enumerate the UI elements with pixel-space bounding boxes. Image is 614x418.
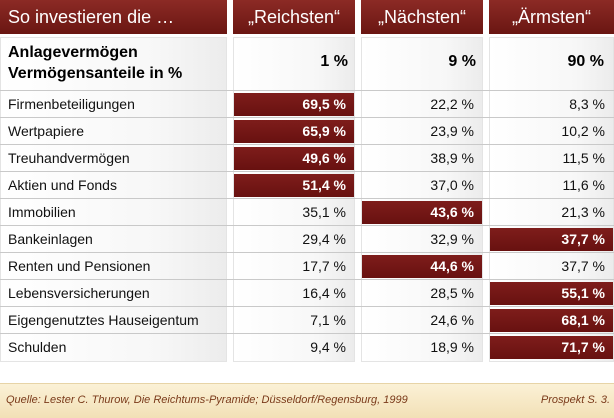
cell-reichsten: 16,4 % bbox=[302, 285, 346, 301]
row-label: Firmenbeteiligungen bbox=[8, 96, 135, 112]
row-label: Lebensversicherungen bbox=[8, 285, 150, 301]
cell-aermsten: 11,5 % bbox=[562, 150, 605, 166]
cell-naechsten: 24,6 % bbox=[430, 312, 474, 328]
row-divider bbox=[0, 171, 614, 172]
cell-naechsten: 44,6 % bbox=[362, 255, 482, 278]
subheader-line2: Vermögensanteile in % bbox=[8, 65, 183, 82]
cell-reichsten: 69,5 % bbox=[234, 93, 354, 116]
cell-naechsten: 28,5 % bbox=[430, 285, 474, 301]
cell-reichsten: 29,4 % bbox=[302, 231, 346, 247]
cell-aermsten: 68,1 % bbox=[490, 309, 613, 332]
footer: Quelle: Lester C. Thurow, Die Reichtums-… bbox=[0, 383, 614, 418]
row-label: Bankeinlagen bbox=[8, 231, 93, 247]
cell-naechsten: 32,9 % bbox=[430, 231, 474, 247]
row-divider bbox=[0, 144, 614, 145]
cell-naechsten: 22,2 % bbox=[430, 96, 474, 112]
cell-reichsten: 9,4 % bbox=[310, 339, 346, 355]
cell-aermsten: 37,7 % bbox=[561, 258, 605, 274]
header-aermsten: „Ärmsten“ bbox=[489, 0, 614, 34]
row-label: Immobilien bbox=[8, 204, 76, 220]
cell-aermsten: 55,1 % bbox=[490, 282, 613, 305]
table-row: Aktien und Fonds 51,4 % 37,0 % 11,6 % bbox=[0, 172, 614, 199]
cell-naechsten: 23,9 % bbox=[430, 123, 474, 139]
row-divider bbox=[0, 117, 614, 118]
footer-reference: Prospekt S. 3. bbox=[540, 394, 610, 406]
cell-aermsten: 71,7 % bbox=[490, 336, 613, 359]
row-label: Eigengenutztes Hauseigentum bbox=[8, 312, 199, 328]
footer-source: Quelle: Lester C. Thurow, Die Reichtums-… bbox=[6, 394, 408, 406]
cell-reichsten: 17,7 % bbox=[302, 258, 346, 274]
table-row: Renten und Pensionen 17,7 % 44,6 % 37,7 % bbox=[0, 253, 614, 280]
header-naechsten: „Nächsten“ bbox=[361, 0, 483, 34]
subheader-line1: Anlagevermögen bbox=[8, 44, 138, 61]
subheader-share-aermsten: 90 % bbox=[567, 53, 604, 70]
cell-reichsten: 51,4 % bbox=[234, 174, 354, 197]
row-label: Aktien und Fonds bbox=[8, 177, 117, 193]
row-label: Renten und Pensionen bbox=[8, 258, 151, 274]
subheader-share-naechsten: 9 % bbox=[448, 53, 476, 70]
row-divider bbox=[0, 333, 614, 334]
table-row: Wertpapiere 65,9 % 23,9 % 10,2 % bbox=[0, 118, 614, 145]
row-label: Treuhandvermögen bbox=[8, 150, 130, 166]
table-row: Immobilien 35,1 % 43,6 % 21,3 % bbox=[0, 199, 614, 226]
cell-aermsten: 21,3 % bbox=[561, 204, 605, 220]
cell-naechsten: 43,6 % bbox=[362, 201, 482, 224]
cell-reichsten: 49,6 % bbox=[234, 147, 354, 170]
cell-aermsten: 8,3 % bbox=[569, 96, 605, 112]
header-category: So investieren die … bbox=[0, 0, 227, 34]
subheader-label: Anlagevermögen Vermögensanteile in % bbox=[8, 42, 228, 84]
cell-naechsten: 38,9 % bbox=[430, 150, 474, 166]
cell-aermsten: 37,7 % bbox=[490, 228, 613, 251]
header-reichsten: „Reichsten“ bbox=[233, 0, 355, 34]
table-row: Lebensversicherungen 16,4 % 28,5 % 55,1 % bbox=[0, 280, 614, 307]
row-label: Wertpapiere bbox=[8, 123, 85, 139]
table-row: Schulden 9,4 % 18,9 % 71,7 % bbox=[0, 334, 614, 361]
table-row: Firmenbeteiligungen 69,5 % 22,2 % 8,3 % bbox=[0, 91, 614, 118]
cell-reichsten: 7,1 % bbox=[310, 312, 346, 328]
column-labels-bg bbox=[0, 37, 227, 362]
row-label: Schulden bbox=[8, 339, 67, 355]
row-divider bbox=[0, 225, 614, 226]
row-divider bbox=[0, 252, 614, 253]
divider bbox=[0, 90, 614, 91]
subheader-share-reichsten: 1 % bbox=[320, 53, 348, 70]
row-divider bbox=[0, 279, 614, 280]
column-aermsten-bg bbox=[489, 37, 614, 362]
cell-reichsten: 35,1 % bbox=[302, 204, 346, 220]
cell-naechsten: 18,9 % bbox=[430, 339, 474, 355]
row-divider bbox=[0, 198, 614, 199]
column-naechsten-bg bbox=[361, 37, 483, 362]
cell-aermsten: 11,6 % bbox=[562, 177, 605, 193]
table-row: Eigengenutztes Hauseigentum 7,1 % 24,6 % 68… bbox=[0, 307, 614, 334]
cell-naechsten: 37,0 % bbox=[430, 177, 474, 193]
cell-aermsten: 10,2 % bbox=[561, 123, 605, 139]
row-divider bbox=[0, 306, 614, 307]
column-reichsten-bg bbox=[233, 37, 355, 362]
cell-reichsten: 65,9 % bbox=[234, 120, 354, 143]
table-row: Bankeinlagen 29,4 % 32,9 % 37,7 % bbox=[0, 226, 614, 253]
table-row: Treuhandvermögen 49,6 % 38,9 % 11,5 % bbox=[0, 145, 614, 172]
